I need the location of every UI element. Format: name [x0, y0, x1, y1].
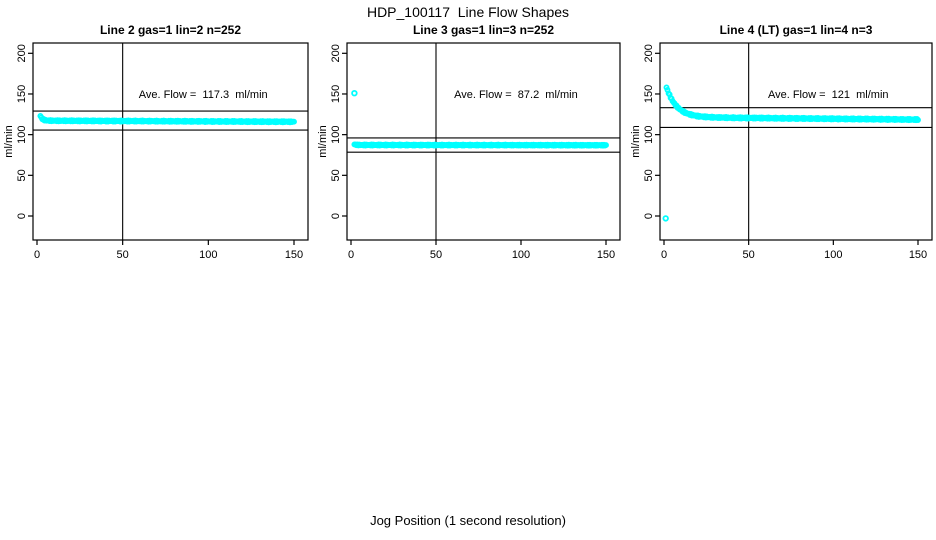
- plot-line2: Line 2 gas=1 lin=2 n=252 ml/min Ave. Flo…: [3, 23, 309, 261]
- y-tick-label: 200: [16, 44, 28, 62]
- x-tick-label: 0: [348, 249, 354, 261]
- y-tick-label: 50: [643, 169, 655, 181]
- figure-title: HDP_100117 Line Flow Shapes: [367, 4, 569, 20]
- y-axis-label: ml/min: [317, 125, 329, 157]
- plot-title: Line 3 gas=1 lin=3 n=252: [413, 23, 554, 37]
- ave-flow-label: Ave. Flow = 87.2 ml/min: [454, 89, 578, 101]
- y-tick-label: 0: [16, 213, 28, 219]
- outlier-point: [662, 215, 669, 222]
- x-tick-label: 50: [117, 249, 129, 261]
- plot-layer-0: 0 50 100 150 0 50 100 150 200: [16, 42, 309, 261]
- x-tick-label: 50: [430, 249, 442, 261]
- x-tick-label: 100: [512, 249, 530, 261]
- x-tick-label: 100: [199, 249, 217, 261]
- data-point: [915, 117, 921, 123]
- plot-title: Line 2 gas=1 lin=2 n=252: [100, 23, 241, 37]
- x-tick-label: 50: [743, 249, 755, 261]
- y-tick-label: 50: [16, 169, 28, 181]
- plot-box: [32, 42, 309, 241]
- y-tick-label: 100: [643, 125, 655, 143]
- plot-line3: Line 3 gas=1 lin=3 n=252 ml/min Ave. Flo…: [317, 23, 621, 261]
- ave-flow-label: Ave. Flow = 121 ml/min: [768, 89, 889, 101]
- data-point: [603, 142, 609, 149]
- y-tick-label: 0: [330, 213, 342, 219]
- plot-title: Line 4 (LT) gas=1 lin=4 n=3: [720, 23, 873, 37]
- x-tick-label: 0: [661, 249, 667, 261]
- y-tick-label: 50: [330, 169, 342, 181]
- y-tick-label: 100: [16, 125, 28, 143]
- data-point: [291, 118, 297, 125]
- y-tick-label: 100: [330, 125, 342, 143]
- x-tick-label: 0: [34, 249, 40, 261]
- ave-flow-label: Ave. Flow = 117.3 ml/min: [139, 89, 268, 101]
- outlier-point: [351, 89, 358, 97]
- y-axis-label: ml/min: [3, 125, 15, 157]
- plot-box: [659, 42, 933, 241]
- y-tick-label: 150: [643, 85, 655, 103]
- y-axis-label: ml/min: [630, 125, 642, 157]
- x-tick-label: 150: [285, 249, 303, 261]
- plot-layer-1: 0 50 100 150 0 50 100 150 200: [330, 42, 621, 261]
- y-tick-label: 150: [16, 85, 28, 103]
- x-axis-label: Jog Position (1 second resolution): [370, 513, 566, 528]
- y-tick-label: 200: [643, 44, 655, 62]
- x-tick-label: 150: [909, 249, 927, 261]
- plot-line4: Line 4 (LT) gas=1 lin=4 n=3 ml/min Ave. …: [630, 23, 933, 261]
- y-tick-label: 150: [330, 85, 342, 103]
- plot-layer-2: 0 50 100 150 0 50 100 150 200: [643, 42, 933, 261]
- x-tick-label: 150: [597, 249, 615, 261]
- x-tick-label: 100: [824, 249, 842, 261]
- plot-box: [346, 42, 621, 241]
- y-tick-label: 0: [643, 213, 655, 219]
- y-tick-label: 200: [330, 44, 342, 62]
